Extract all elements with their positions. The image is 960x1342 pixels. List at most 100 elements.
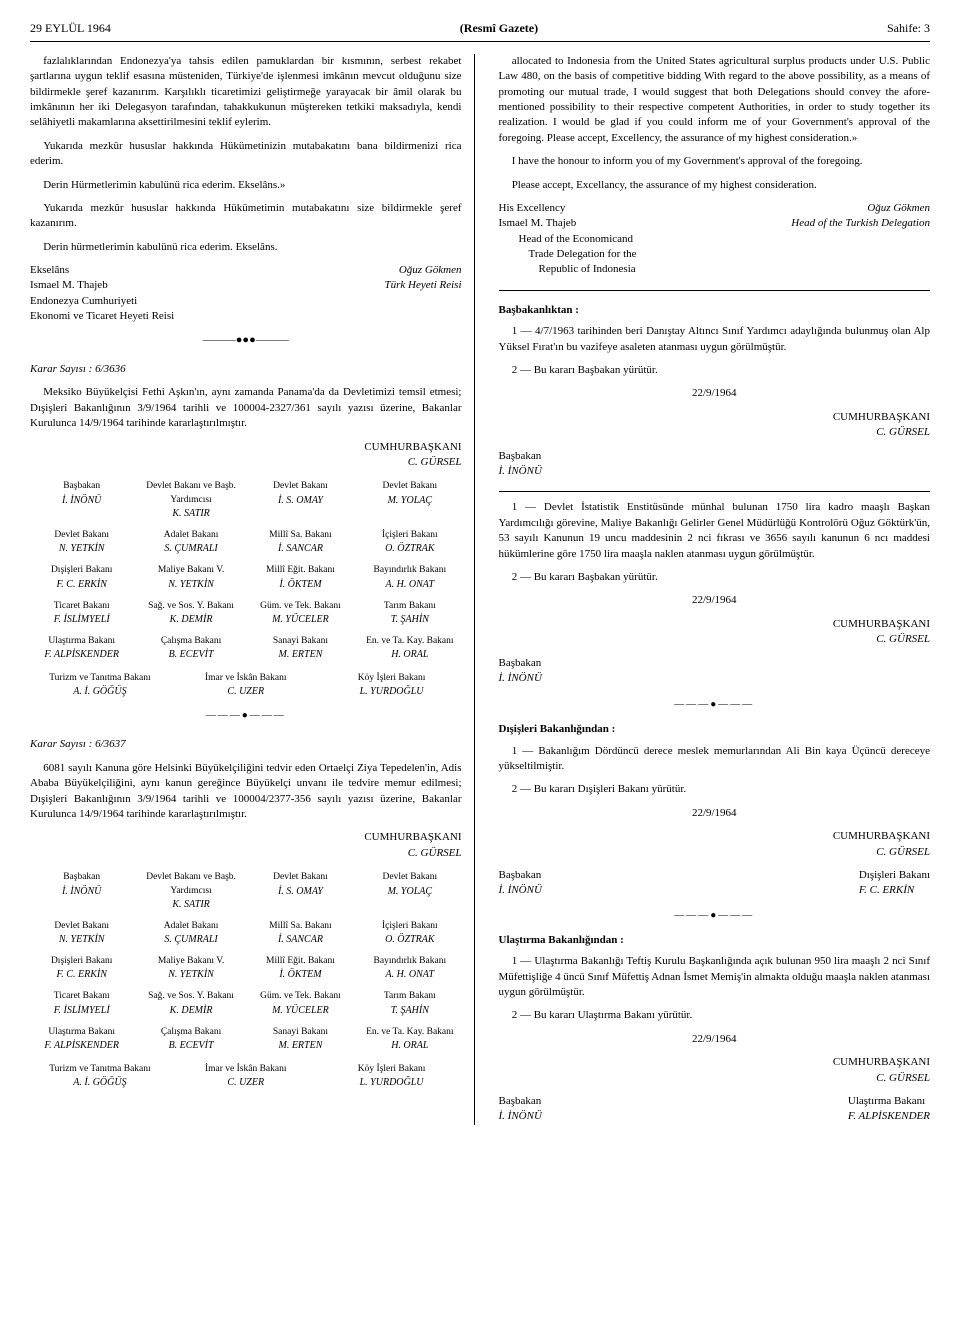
minister-title: Devlet Bakanı ve Başb. Yardımcısı xyxy=(139,480,242,507)
minister-name: M. YOLAÇ xyxy=(358,885,461,899)
minister-title: Maliye Bakanı V. xyxy=(139,564,242,577)
item: 1 — Devlet İstatistik Enstitüsünde münha… xyxy=(499,500,931,562)
minister-title: Çalışma Bakanı xyxy=(139,1026,242,1039)
minister-name: F. İSLİMYELİ xyxy=(30,1004,133,1018)
president-title: CUMHURBAŞKANI xyxy=(30,440,462,455)
minister-title: Devlet Bakanı xyxy=(358,871,461,884)
president-name: C. GÜRSEL xyxy=(499,632,931,647)
signature-block: His Excellency Ismael M. Thajeb Head of … xyxy=(499,201,931,278)
minister-cell: Ulaştırma BakanıF. ALPİSKENDER xyxy=(30,635,133,662)
minister-title: Maliye Bakanı V. xyxy=(139,955,242,968)
minister-cell: Devlet BakanıN. YETKİN xyxy=(30,920,133,947)
minister-title: Millî Eğit. Bakanı xyxy=(249,955,352,968)
minister-name: F. C. ERKİN xyxy=(30,968,133,982)
minister-name: İ. SANCAR xyxy=(249,542,352,556)
president-title: CUMHURBAŞKANI xyxy=(30,830,462,845)
president-block: CUMHURBAŞKANI C. GÜRSEL xyxy=(499,410,931,441)
minister-cell: Ticaret BakanıF. İSLİMYELİ xyxy=(30,990,133,1017)
decree-title: Karar Sayısı : 6/3636 xyxy=(30,362,462,377)
para: Yukarıda mezkûr hususlar hakkında Hüküme… xyxy=(30,139,462,170)
pm-title: Başbakan xyxy=(499,656,931,671)
item: 2 — Bu kararı Ulaştırma Bakanı yürütür. xyxy=(499,1008,931,1023)
min-name: F. ALPİSKENDER xyxy=(848,1109,930,1124)
minister-cell: Millî Sa. Bakanıİ. SANCAR xyxy=(249,920,352,947)
minister-cell: Devlet BakanıM. YOLAÇ xyxy=(358,871,461,912)
item: 2 — Bu kararı Başbakan yürütür. xyxy=(499,363,931,378)
minister-cell: Başbakanİ. İNÖNÜ xyxy=(30,871,133,912)
minister-name: F. C. ERKİN xyxy=(30,578,133,592)
minister-title: Sanayi Bakanı xyxy=(249,635,352,648)
minister-cell: Turizm ve Tanıtma BakanıA. İ. GÖĞÜŞ xyxy=(30,1063,170,1090)
minister-name: İ. İNÖNÜ xyxy=(30,885,133,899)
sig-line: Head of the Economicand xyxy=(499,232,637,247)
president-title: CUMHURBAŞKANI xyxy=(499,1055,931,1070)
divider: ———●——— xyxy=(499,698,931,712)
sig-name: Oğuz Gökmen xyxy=(791,201,930,216)
minister-title: Millî Sa. Bakanı xyxy=(249,529,352,542)
minister-name: N. YETKİN xyxy=(139,578,242,592)
pm-title: Başbakan xyxy=(499,1094,542,1109)
minister-name: K. SATIR xyxy=(139,507,242,521)
minister-name: İ. S. OMAY xyxy=(249,494,352,508)
minister-title: Ticaret Bakanı xyxy=(30,990,133,1003)
header-date: 29 EYLÜL 1964 xyxy=(30,20,111,37)
minister-cell: Sanayi BakanıM. ERTEN xyxy=(249,1026,352,1053)
pm-name: İ. İNÖNÜ xyxy=(499,671,931,686)
minister-name: İ. SANCAR xyxy=(249,933,352,947)
pm-title: Başbakan xyxy=(499,868,542,883)
sig-name: Oğuz Gökmen xyxy=(385,263,462,278)
minister-name: F. ALPİSKENDER xyxy=(30,648,133,662)
decree-body: 6081 sayılı Kanuna göre Helsinki Büyükel… xyxy=(30,761,462,823)
para: I have the honour to inform you of my Go… xyxy=(499,154,931,169)
minister-title: Ulaştırma Bakanı xyxy=(30,1026,133,1039)
minister-title: İmar ve İskân Bakanı xyxy=(176,672,316,685)
minister-name: M. YÜCELER xyxy=(249,613,352,627)
minister-cell: Adalet BakanıS. ÇUMRALI xyxy=(139,529,242,556)
minister-cell: Millî Eğit. Bakanıİ. ÖKTEM xyxy=(249,564,352,591)
sig-line: Ekonomi ve Ticaret Heyeti Reisi xyxy=(30,309,174,324)
minister-cell: Devlet BakanıN. YETKİN xyxy=(30,529,133,556)
minister-name: F. İSLİMYELİ xyxy=(30,613,133,627)
minister-cell: Turizm ve Tanıtma BakanıA. İ. GÖĞÜŞ xyxy=(30,672,170,699)
president-name: C. GÜRSEL xyxy=(30,846,462,861)
president-block: CUMHURBAŞKANI C. GÜRSEL xyxy=(499,1055,931,1086)
minister-title: Adalet Bakanı xyxy=(139,529,242,542)
minister-name: M. YÜCELER xyxy=(249,1004,352,1018)
minister-cell: Sağ. ve Sos. Y. BakanıK. DEMİR xyxy=(139,990,242,1017)
minister-title: Sağ. ve Sos. Y. Bakanı xyxy=(139,990,242,1003)
minister-name: S. ÇUMRALI xyxy=(139,542,242,556)
pm-name: İ. İNÖNÜ xyxy=(499,464,931,479)
sig-line: Republic of Indonesia xyxy=(499,262,637,277)
decree-title: Karar Sayısı : 6/3637 xyxy=(30,737,462,752)
minister-title: Millî Sa. Bakanı xyxy=(249,920,352,933)
pm-title: Başbakan xyxy=(499,449,931,464)
minister-title: Başbakan xyxy=(30,871,133,884)
minister-title: Güm. ve Tek. Bakanı xyxy=(249,990,352,1003)
sig-title: Head of the Turkish Delegation xyxy=(791,216,930,231)
president-block: CUMHURBAŞKANI C. GÜRSEL xyxy=(30,830,462,861)
section-title: Dışişleri Bakanlığından : xyxy=(499,722,931,737)
president-block: CUMHURBAŞKANI C. GÜRSEL xyxy=(499,829,931,860)
president-name: C. GÜRSEL xyxy=(499,1071,931,1086)
minister-title: Dışişleri Bakanı xyxy=(30,564,133,577)
minister-name: K. DEMİR xyxy=(139,613,242,627)
minister-name: L. YURDOĞLU xyxy=(322,1076,462,1090)
item: 1 — 4/7/1963 tarihinden beri Danıştay Al… xyxy=(499,324,931,355)
min-title: Ulaştırma Bakanı xyxy=(848,1094,930,1109)
minister-cell: Devlet Bakanıİ. S. OMAY xyxy=(249,871,352,912)
minister-name: F. ALPİSKENDER xyxy=(30,1039,133,1053)
minister-cell: Çalışma BakanıB. ECEVİT xyxy=(139,1026,242,1053)
president-name: C. GÜRSEL xyxy=(30,455,462,470)
president-title: CUMHURBAŞKANI xyxy=(499,617,931,632)
minister-title: Ticaret Bakanı xyxy=(30,600,133,613)
decree-body: Meksiko Büyükelçisi Fethi Aşkın'ın, aynı… xyxy=(30,385,462,431)
minister-title: Millî Eğit. Bakanı xyxy=(249,564,352,577)
minister-name: S. ÇUMRALI xyxy=(139,933,242,947)
minister-name: H. ORAL xyxy=(358,1039,461,1053)
signature-block: Ekselâns Ismael M. Thajeb Endonezya Cumh… xyxy=(30,263,462,325)
para: Derin hürmetlerimin kabulünü rica ederim… xyxy=(30,240,462,255)
minister-cell: Sağ. ve Sos. Y. BakanıK. DEMİR xyxy=(139,600,242,627)
minister-title: İçişleri Bakanı xyxy=(358,529,461,542)
minister-title: Devlet Bakanı xyxy=(249,871,352,884)
minister-cell: Millî Sa. Bakanıİ. SANCAR xyxy=(249,529,352,556)
